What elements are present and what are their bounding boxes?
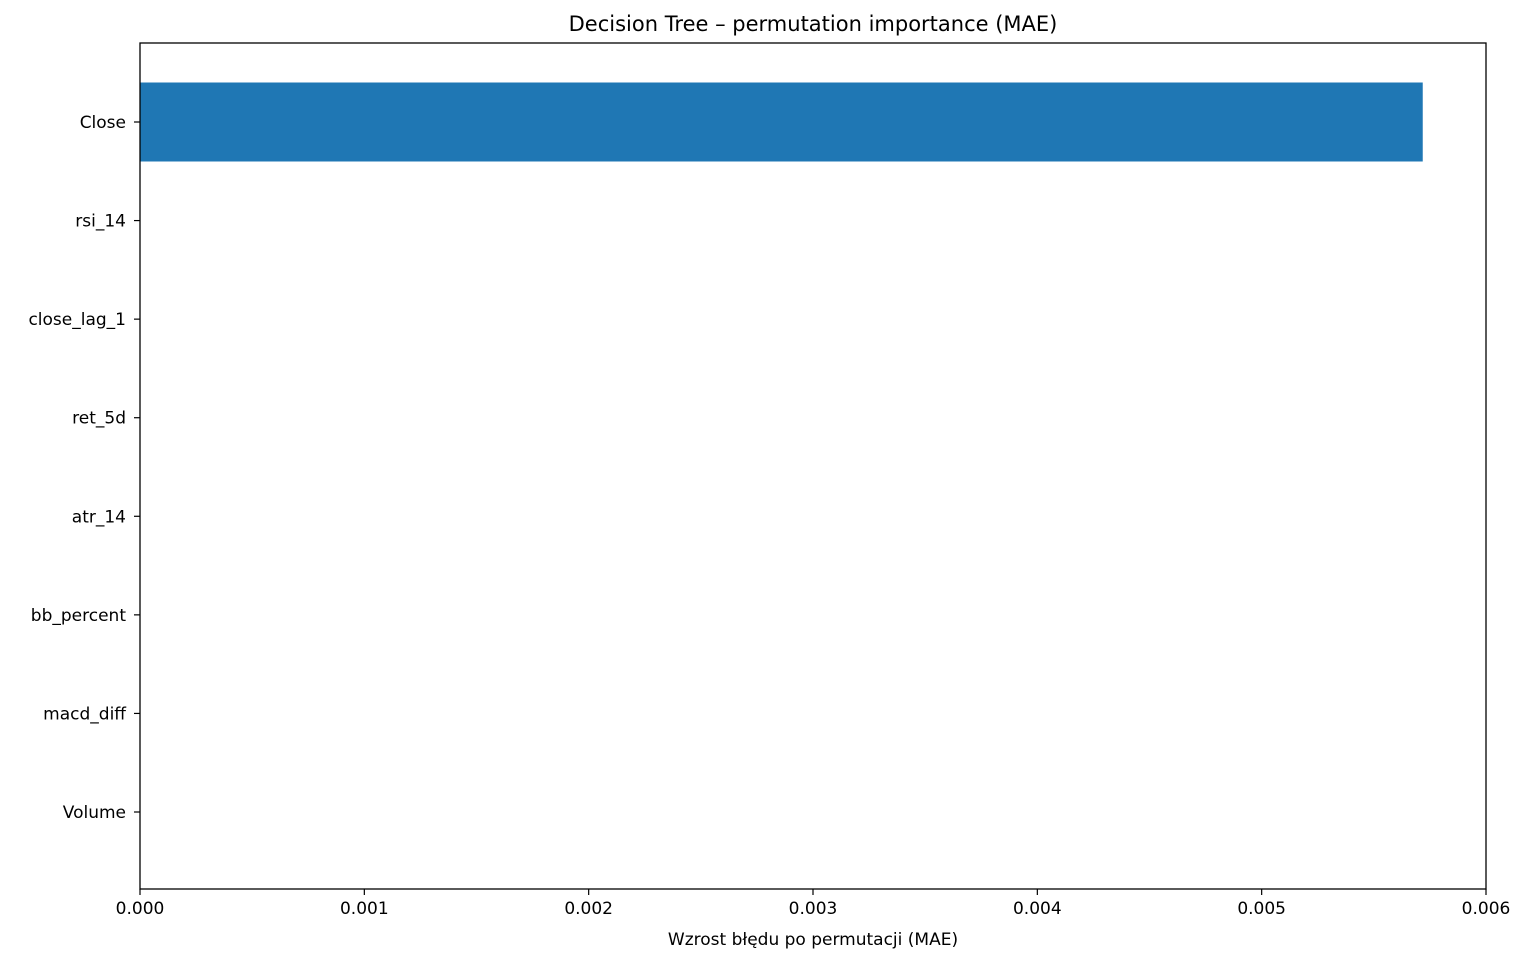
x-tick-label: 0.001	[340, 899, 389, 919]
y-tick-label: close_lag_1	[28, 310, 126, 330]
x-tick-label: 0.002	[564, 899, 613, 919]
x-tick-label: 0.000	[116, 899, 165, 919]
x-axis: 0.000 0.001 0.002 0.003 0.004 0.005 0.006	[116, 889, 1511, 919]
x-tick-label: 0.003	[789, 899, 838, 919]
y-tick-label: rsi_14	[75, 212, 126, 232]
y-tick-label: ret_5d	[72, 409, 126, 429]
x-tick-label: 0.004	[1013, 899, 1062, 919]
y-axis: Close rsi_14 close_lag_1 ret_5d atr_14 bb_per…	[28, 113, 140, 823]
y-tick-label: macd_diff	[43, 704, 127, 724]
x-axis-label: Wzrost błędu po permutacji (MAE)	[668, 930, 958, 950]
x-tick-label: 0.006	[1462, 899, 1511, 919]
bars-group	[140, 82, 1423, 162]
y-tick-label: atr_14	[72, 507, 126, 527]
chart-title: Decision Tree – permutation importance (…	[569, 12, 1058, 36]
y-tick-label: Close	[80, 113, 126, 133]
bar-close	[140, 82, 1423, 162]
x-tick-label: 0.005	[1237, 899, 1286, 919]
y-tick-label: Volume	[63, 803, 126, 823]
plot-frame	[139, 42, 1487, 890]
y-tick-label: bb_percent	[31, 606, 127, 626]
